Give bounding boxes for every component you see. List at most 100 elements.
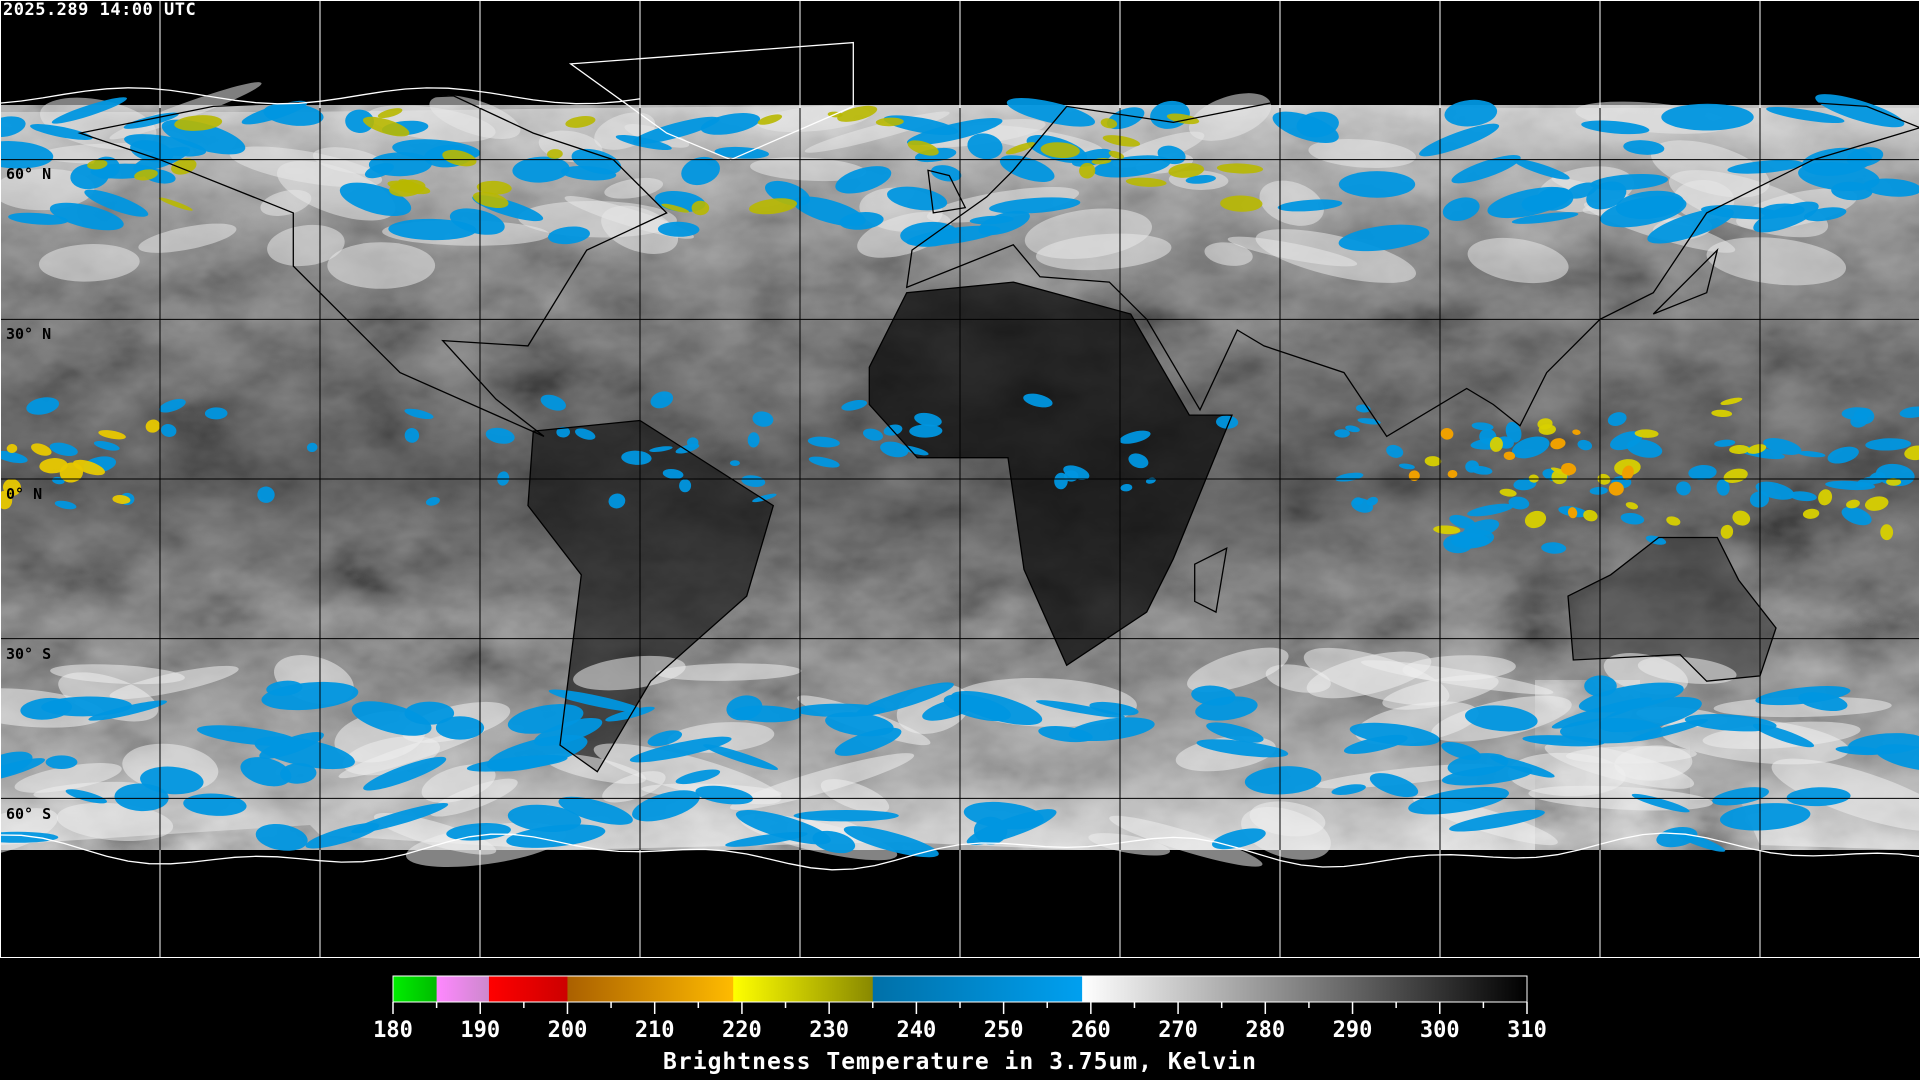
very-cold-cloud <box>387 180 431 195</box>
cold-cloud <box>681 156 720 186</box>
very-cold-cloud <box>1537 418 1553 430</box>
cold-cloud <box>605 706 655 722</box>
convective-cloud <box>1120 483 1133 492</box>
cold-cloud <box>657 221 700 237</box>
convective-cloud <box>0 450 28 464</box>
very-cold-cloud <box>1625 502 1639 510</box>
very-cold-cloud <box>1168 163 1205 178</box>
cold-cloud <box>45 755 78 769</box>
colorbar-segment <box>733 976 874 1002</box>
very-cold-cloud <box>547 149 563 159</box>
very-cold-cloud <box>158 197 193 211</box>
cold-cloud <box>1068 717 1155 742</box>
convective-cloud <box>649 446 673 452</box>
cold-cloud <box>241 100 308 125</box>
very-cold-cloud <box>757 114 783 125</box>
white-cloud <box>0 168 95 211</box>
cold-cloud <box>240 757 292 787</box>
cold-cloud <box>558 796 633 825</box>
white-cloud <box>1187 647 1289 693</box>
very-cold-cloud <box>1666 516 1681 526</box>
cold-cloud <box>1093 155 1171 178</box>
very-cold-cloud <box>1864 496 1889 511</box>
very-cold-cloud <box>875 117 904 127</box>
cold-cloud <box>1349 722 1440 747</box>
cold-cloud <box>0 141 54 169</box>
greenland-coastline <box>568 41 854 161</box>
very-cold-cloud <box>1040 142 1080 159</box>
colorbar-tick-label: 220 <box>722 1018 762 1043</box>
very-cold-cloud <box>907 140 939 156</box>
colorbar-tick-label: 180 <box>373 1018 413 1043</box>
colorbar-tick-label: 240 <box>897 1018 937 1043</box>
convective-cloud <box>841 399 868 411</box>
convective-cloud <box>93 440 120 451</box>
convective-cloud <box>1865 438 1912 451</box>
cold-cloud <box>834 727 902 756</box>
deep-convection-core <box>1440 427 1454 440</box>
cold-cloud <box>1442 197 1480 221</box>
convective-cloud <box>687 437 699 448</box>
convective-cloud <box>1688 464 1717 481</box>
colorbar-tick-label: 300 <box>1420 1018 1460 1043</box>
very-cold-cloud <box>1711 409 1733 418</box>
very-cold-cloud <box>1125 177 1167 187</box>
cold-cloud <box>1684 714 1777 732</box>
white-cloud <box>1088 833 1170 856</box>
colorbar: 180 190 200 210 220 230 240 250 260 270 280 290 300 3… <box>373 975 1547 1043</box>
very-cold-cloud <box>174 115 223 131</box>
white-cloud <box>730 753 915 811</box>
cold-cloud <box>812 830 856 854</box>
cold-cloud <box>1846 147 1884 167</box>
cold-cloud <box>989 197 1081 214</box>
convective-cloud <box>1899 406 1920 418</box>
convective-cloud <box>1467 503 1514 517</box>
convective-cloud <box>1023 393 1053 408</box>
lat-label-30s: 30° S <box>6 645 52 663</box>
cold-cloud <box>0 831 59 843</box>
cold-cloud <box>533 717 603 747</box>
white-cloud <box>1706 237 1847 286</box>
white-cloud <box>1308 139 1416 168</box>
cold-cloud <box>1035 700 1125 718</box>
convective-cloud <box>729 460 740 466</box>
africa-coastline <box>868 281 1233 667</box>
convective-cloud <box>1345 425 1360 433</box>
convective-cloud <box>575 428 596 440</box>
very-cold-cloud <box>476 180 512 195</box>
very-cold-cloud <box>1499 488 1517 497</box>
convective-cloud <box>1714 439 1736 447</box>
convective-cloud <box>1128 453 1149 469</box>
very-cold-cloud <box>87 159 108 170</box>
very-cold-cloud <box>39 458 68 474</box>
convective-cloud <box>1508 496 1530 510</box>
convective-cloud <box>404 408 434 420</box>
uk-coastline <box>927 169 967 214</box>
convective-cloud <box>752 411 774 427</box>
cold-cloud <box>548 689 644 713</box>
cold-cloud <box>0 758 46 783</box>
convective-cloud <box>650 391 674 409</box>
convective-cloud <box>1798 450 1826 458</box>
convective-cloud <box>1827 446 1859 464</box>
white-cloud <box>1771 758 1920 832</box>
deep-convection-core <box>1567 507 1578 519</box>
white-cloud <box>1035 233 1172 271</box>
cold-cloud <box>999 155 1055 182</box>
convective-cloud <box>1462 519 1500 538</box>
cold-cloud <box>1623 140 1665 155</box>
cold-cloud <box>345 109 374 134</box>
cold-cloud <box>906 118 1003 146</box>
colorbar-tick-label: 270 <box>1158 1018 1198 1043</box>
cold-cloud <box>1786 787 1851 807</box>
deep-convection-core <box>1621 465 1634 481</box>
very-cold-cloud <box>1216 163 1264 174</box>
cold-cloud <box>1408 786 1510 815</box>
cold-cloud <box>1277 199 1343 212</box>
cold-cloud <box>1206 722 1264 743</box>
convective-cloud <box>54 500 77 510</box>
northamerica-coastline <box>77 95 668 437</box>
very-cold-cloud <box>661 203 690 213</box>
very-cold-cloud <box>565 115 596 128</box>
very-cold-cloud <box>748 198 798 215</box>
